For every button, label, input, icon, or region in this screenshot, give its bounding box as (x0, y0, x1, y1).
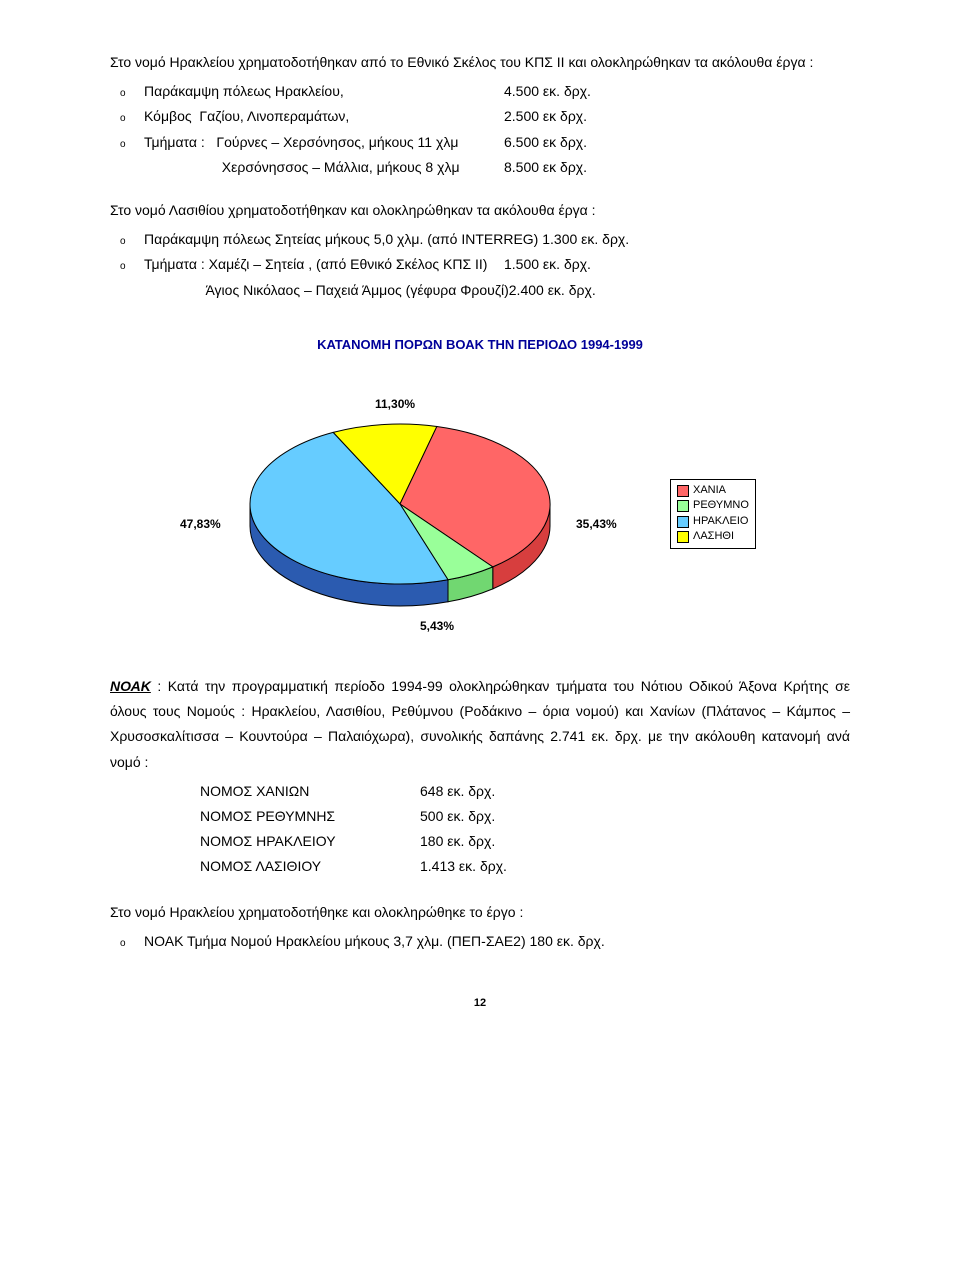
legend-label: ΗΡΑΚΛΕΙΟ (693, 514, 748, 529)
intro-paragraph-1: Στο νομό Ηρακλείου χρηματοδοτήθηκαν από … (110, 50, 850, 75)
list-item: oΠαράκαμψη πόλεως Ηρακλείου,4.500 εκ. δρ… (120, 79, 850, 104)
bullet-icon: o (120, 233, 144, 251)
pct-label-lasithi: 11,30% (375, 394, 415, 416)
nomos-row: ΝΟΜΟΣ ΡΕΘΥΜΝΗΣ500 εκ. δρχ. (200, 804, 850, 829)
list-2: oΠαράκαμψη πόλεως Σητείας μήκους 5,0 χλμ… (110, 227, 850, 303)
bullet-icon: o (120, 85, 144, 103)
pct-label-rethymno: 5,43% (420, 616, 454, 638)
legend-row: ΛΑΣΗΘΙ (677, 529, 749, 544)
chart-area: 11,30% 35,43% 5,43% 47,83% ΧΑΝΙΑΡΕΘΥΜΝΟΗ… (160, 384, 800, 644)
noak-label: ΝΟΑΚ (110, 678, 151, 694)
list-item-text: Κόμβος Γαζίου, Λινοπεραμάτων,2.500 εκ δρ… (144, 104, 850, 129)
nomos-row: ΝΟΜΟΣ ΛΑΣΙΘΙΟΥ1.413 εκ. δρχ. (200, 854, 850, 879)
nomoi-list: ΝΟΜΟΣ ΧΑΝΙΩΝ648 εκ. δρχ.ΝΟΜΟΣ ΡΕΘΥΜΝΗΣ50… (200, 779, 850, 880)
closing-paragraph: Στο νομό Ηρακλείου χρηματοδοτήθηκε και ο… (110, 900, 850, 925)
legend-row: ΗΡΑΚΛΕΙΟ (677, 514, 749, 529)
bullet-icon: o (120, 136, 144, 154)
legend-row: ΧΑΝΙΑ (677, 483, 749, 498)
nomos-row: ΝΟΜΟΣ ΧΑΝΙΩΝ648 εκ. δρχ. (200, 779, 850, 804)
legend-label: ΡΕΘΥΜΝΟ (693, 498, 749, 513)
list-item: oΚόμβος Γαζίου, Λινοπεραμάτων,2.500 εκ δ… (120, 104, 850, 129)
bullet-icon: o (120, 258, 144, 276)
legend-swatch (677, 500, 689, 512)
list-item: oΠαράκαμψη πόλεως Σητείας μήκους 5,0 χλμ… (120, 227, 850, 252)
chart-legend: ΧΑΝΙΑΡΕΘΥΜΝΟΗΡΑΚΛΕΙΟΛΑΣΗΘΙ (670, 479, 756, 549)
pie-chart-block: ΚΑΤΑΝΟΜΗ ΠΟΡΩΝ ΒΟΑΚ ΤΗΝ ΠΕΡΙΟΔΟ 1994-199… (160, 333, 800, 644)
legend-swatch (677, 531, 689, 543)
bullet-icon: o (120, 110, 144, 128)
chart-title: ΚΑΤΑΝΟΜΗ ΠΟΡΩΝ ΒΟΑΚ ΤΗΝ ΠΕΡΙΟΔΟ 1994-199… (160, 333, 800, 356)
legend-swatch (677, 485, 689, 497)
bullet-icon: o (120, 935, 144, 953)
legend-swatch (677, 516, 689, 528)
intro-paragraph-2: Στο νομό Λασιθίου χρηματοδοτήθηκαν και ο… (110, 198, 850, 223)
list-item-text: Άγιος Νικόλαος – Παχειά Άμμος (γέφυρα Φρ… (144, 278, 850, 303)
list-item: oΤμήματα : Γούρνες – Χερσόνησος, μήκους … (120, 130, 850, 155)
list-item-text: Παράκαμψη πόλεως Ηρακλείου,4.500 εκ. δρχ… (144, 79, 850, 104)
list-item-text: Χερσόνησσος – Μάλλια, μήκους 8 χλμ8.500 … (144, 155, 850, 180)
list-item-text: Τμήματα : Γούρνες – Χερσόνησος, μήκους 1… (144, 130, 850, 155)
list-item: Χερσόνησσος – Μάλλια, μήκους 8 χλμ8.500 … (120, 155, 850, 180)
legend-label: ΧΑΝΙΑ (693, 483, 726, 498)
list-item-text: Τμήματα : Χαμέζι – Σητεία , (από Εθνικό … (144, 252, 850, 277)
nomos-row: ΝΟΜΟΣ ΗΡΑΚΛΕΙΟΥ180 εκ. δρχ. (200, 829, 850, 854)
list-item: oΤμήματα : Χαμέζι – Σητεία , (από Εθνικό… (120, 252, 850, 277)
list-item: Άγιος Νικόλαος – Παχειά Άμμος (γέφυρα Φρ… (120, 278, 850, 303)
list-item-text: Παράκαμψη πόλεως Σητείας μήκους 5,0 χλμ.… (144, 227, 850, 252)
list-1: oΠαράκαμψη πόλεως Ηρακλείου,4.500 εκ. δρ… (110, 79, 850, 180)
pct-label-heraklio: 47,83% (180, 514, 221, 536)
page-number: 12 (110, 994, 850, 1014)
closing-item-text: ΝΟΑΚ Τμήμα Νομού Ηρακλείου μήκους 3,7 χλ… (144, 929, 850, 954)
document-page: Στο νομό Ηρακλείου χρηματοδοτήθηκαν από … (0, 0, 960, 1277)
closing-item-row: o ΝΟΑΚ Τμήμα Νομού Ηρακλείου μήκους 3,7 … (120, 929, 850, 954)
legend-label: ΛΑΣΗΘΙ (693, 529, 734, 544)
noak-text: : Κατά την προγραμματική περίοδο 1994-99… (110, 678, 850, 770)
pct-label-chania: 35,43% (576, 514, 617, 536)
legend-row: ΡΕΘΥΜΝΟ (677, 498, 749, 513)
noak-paragraph: ΝΟΑΚ : Κατά την προγραμματική περίοδο 19… (110, 674, 850, 775)
